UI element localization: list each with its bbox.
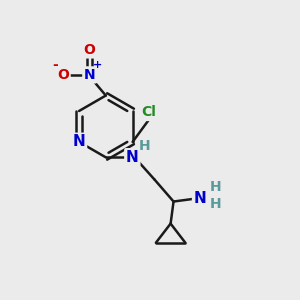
Text: Cl: Cl	[141, 106, 156, 119]
Text: +: +	[93, 61, 103, 70]
Text: O: O	[84, 43, 96, 57]
Text: N: N	[126, 150, 139, 165]
Text: N: N	[73, 134, 85, 149]
Text: H: H	[210, 197, 221, 211]
Text: N: N	[194, 191, 206, 206]
Text: O: O	[57, 68, 69, 82]
Text: H: H	[210, 180, 221, 194]
Text: N: N	[84, 68, 95, 82]
Text: -: -	[52, 58, 58, 73]
Text: H: H	[139, 139, 151, 153]
